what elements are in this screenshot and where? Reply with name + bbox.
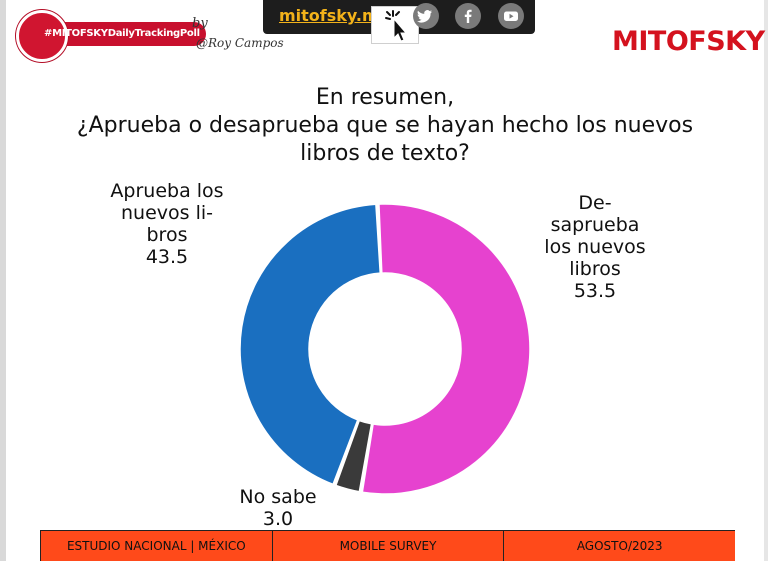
label-value: 3.0 xyxy=(262,508,294,530)
slice-desaprueba xyxy=(361,203,531,495)
brand-logo: MITOFSKY xyxy=(612,26,765,57)
label-value: 53.5 xyxy=(573,280,617,302)
slice-no-sabe xyxy=(334,419,373,493)
footer-study: ESTUDIO NACIONAL | MÉXICO xyxy=(40,531,273,561)
label-line: saprueba xyxy=(550,214,640,236)
title-line: ¿Aprueba o desaprueba que se hayan hecho… xyxy=(76,113,694,138)
title-line: En resumen, xyxy=(315,85,455,110)
cursor-icon xyxy=(385,10,408,42)
footer-date: AGOSTO/2023 xyxy=(576,539,663,553)
site-link[interactable]: mitofsky.mx xyxy=(279,6,389,25)
badge-label: #MITOFSKYDailyTrackingPoll xyxy=(44,28,200,39)
youtube-icon[interactable] xyxy=(498,3,524,29)
label-line: bros xyxy=(146,224,188,246)
label-line: Aprueba los xyxy=(110,180,224,202)
left-edge-strip xyxy=(0,0,6,561)
slice-aprueba xyxy=(239,203,382,486)
label-line: libros xyxy=(569,258,621,280)
footer-method: MOBILE SURVEY xyxy=(273,531,505,561)
label-no-sabe: No sabe 3.0 xyxy=(232,486,324,530)
chart-title: En resumen, ¿Aprueba o desaprueba que se… xyxy=(40,84,730,168)
cursor-overlay xyxy=(371,6,419,44)
twitter-icon[interactable] xyxy=(413,3,439,29)
by-label: by xyxy=(192,16,208,31)
label-line: No sabe xyxy=(239,486,317,508)
footer-bar: ESTUDIO NACIONAL | MÉXICO MOBILE SURVEY … xyxy=(40,530,735,561)
signature: @Roy Campos xyxy=(196,36,284,50)
title-line: libros de texto? xyxy=(300,141,470,166)
label-desaprueba: De- saprueba los nuevos libros 53.5 xyxy=(530,192,660,302)
facebook-icon[interactable] xyxy=(455,3,481,29)
label-value: 43.5 xyxy=(145,246,189,268)
right-edge-strip xyxy=(764,0,768,561)
label-line: nuevos li- xyxy=(121,202,213,224)
label-line: De- xyxy=(578,192,612,214)
poll-logo-icon xyxy=(16,10,68,62)
label-aprueba: Aprueba los nuevos li- bros 43.5 xyxy=(92,180,242,268)
tracking-poll-badge: #MITOFSKYDailyTrackingPoll xyxy=(16,10,206,62)
label-line: los nuevos xyxy=(544,236,646,258)
